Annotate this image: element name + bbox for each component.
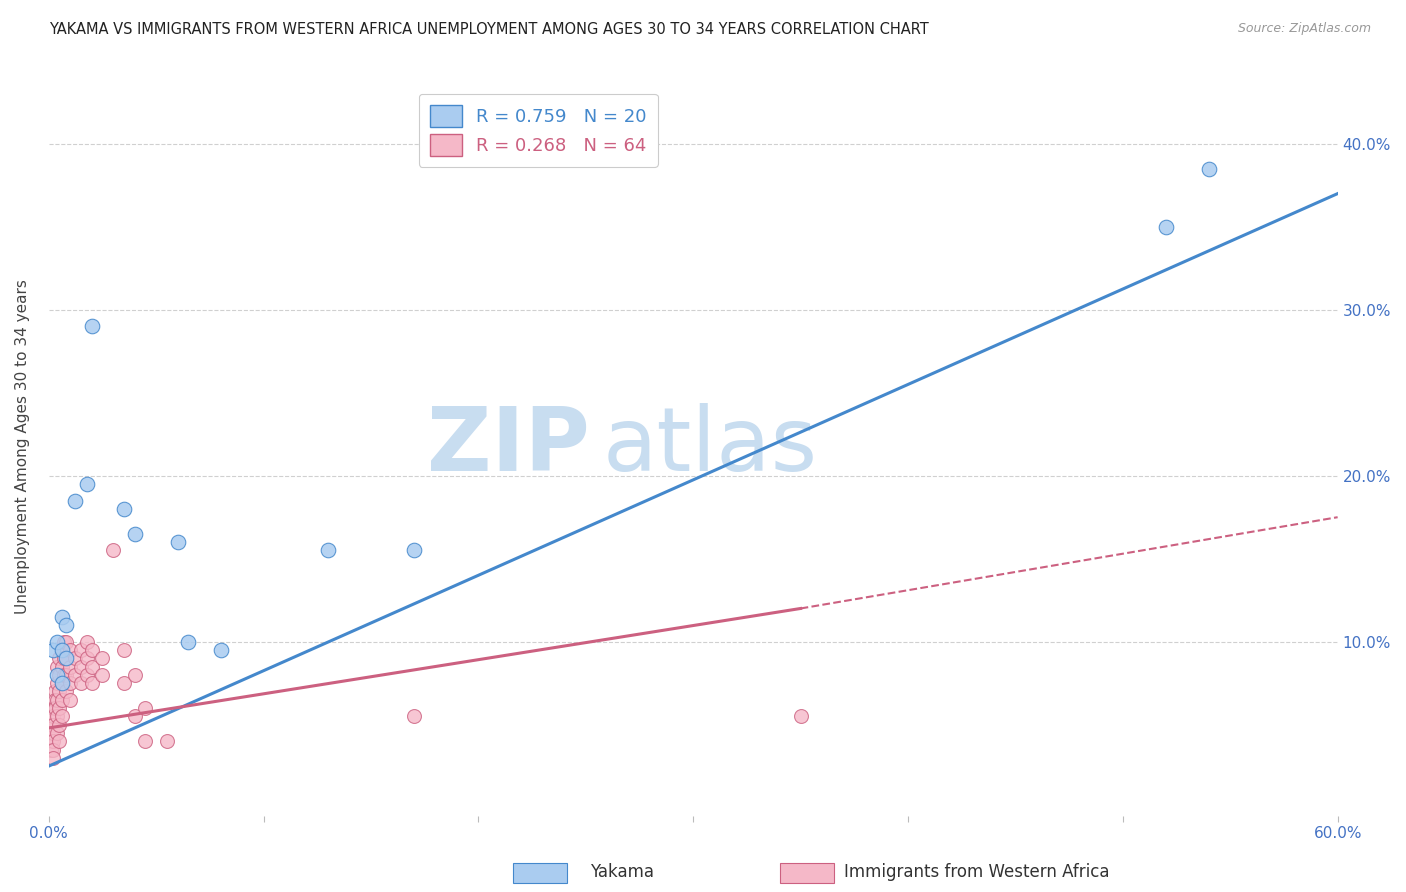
Point <box>55 668 77 682</box>
Point <box>63 651 86 665</box>
Point <box>51 692 73 706</box>
Point <box>59 676 82 690</box>
Point <box>55 618 77 632</box>
Point <box>51 659 73 673</box>
Text: Yakama: Yakama <box>591 863 655 881</box>
Point <box>48 668 70 682</box>
Point <box>55 684 77 698</box>
Point <box>46 668 69 682</box>
Point <box>51 643 73 657</box>
Point <box>42 734 65 748</box>
Point <box>44 692 66 706</box>
Point <box>51 609 73 624</box>
Point <box>124 526 146 541</box>
Point <box>39 726 62 740</box>
Point <box>52 634 75 648</box>
Point <box>80 676 103 690</box>
Point <box>80 643 103 657</box>
Point <box>112 643 135 657</box>
Y-axis label: Unemployment Among Ages 30 to 34 years: Unemployment Among Ages 30 to 34 years <box>15 279 30 614</box>
Point <box>42 742 65 756</box>
Point <box>70 643 93 657</box>
Point <box>42 643 65 657</box>
Point <box>112 676 135 690</box>
Point <box>91 651 114 665</box>
Point <box>63 668 86 682</box>
Point <box>1154 219 1177 234</box>
Text: YAKAMA VS IMMIGRANTS FROM WESTERN AFRICA UNEMPLOYMENT AMONG AGES 30 TO 34 YEARS : YAKAMA VS IMMIGRANTS FROM WESTERN AFRICA… <box>49 22 929 37</box>
Point <box>103 543 125 558</box>
Point <box>76 651 98 665</box>
Point <box>46 659 69 673</box>
Point <box>48 701 70 715</box>
Point <box>46 709 69 723</box>
Point <box>63 493 86 508</box>
Point <box>59 659 82 673</box>
Point <box>39 742 62 756</box>
Legend: R = 0.759   N = 20, R = 0.268   N = 64: R = 0.759 N = 20, R = 0.268 N = 64 <box>419 94 658 167</box>
Point <box>209 643 232 657</box>
Point <box>48 651 70 665</box>
Point <box>156 734 179 748</box>
Point <box>55 651 77 665</box>
Point <box>42 726 65 740</box>
Point <box>134 701 156 715</box>
Point <box>42 717 65 731</box>
Point <box>52 651 75 665</box>
Point <box>48 684 70 698</box>
Point <box>51 709 73 723</box>
Text: atlas: atlas <box>603 403 818 491</box>
Point <box>112 502 135 516</box>
Point <box>80 659 103 673</box>
Point <box>46 634 69 648</box>
Text: Immigrants from Western Africa: Immigrants from Western Africa <box>844 863 1109 881</box>
Point <box>48 734 70 748</box>
Point <box>1198 161 1220 176</box>
Point <box>70 676 93 690</box>
Point <box>402 709 425 723</box>
Point <box>124 668 146 682</box>
Point <box>46 676 69 690</box>
Point <box>51 676 73 690</box>
Point <box>402 543 425 558</box>
Point <box>91 668 114 682</box>
Point <box>177 634 200 648</box>
Point <box>55 651 77 665</box>
Point <box>51 676 73 690</box>
Point <box>52 668 75 682</box>
Point <box>42 701 65 715</box>
Point <box>44 701 66 715</box>
Point <box>789 709 811 723</box>
Point <box>55 634 77 648</box>
Point <box>166 535 188 549</box>
Point <box>80 319 103 334</box>
Point <box>42 709 65 723</box>
Text: Source: ZipAtlas.com: Source: ZipAtlas.com <box>1237 22 1371 36</box>
Point <box>134 734 156 748</box>
Point <box>316 543 339 558</box>
Text: ZIP: ZIP <box>427 403 591 491</box>
Point <box>70 659 93 673</box>
Point <box>51 643 73 657</box>
Point <box>124 709 146 723</box>
Point <box>39 734 62 748</box>
Point <box>44 684 66 698</box>
Point <box>76 634 98 648</box>
Point <box>46 692 69 706</box>
Point <box>76 477 98 491</box>
Point <box>39 717 62 731</box>
Point <box>59 643 82 657</box>
Point <box>46 726 69 740</box>
Point <box>48 717 70 731</box>
Point <box>59 692 82 706</box>
Point <box>76 668 98 682</box>
Point <box>42 751 65 765</box>
